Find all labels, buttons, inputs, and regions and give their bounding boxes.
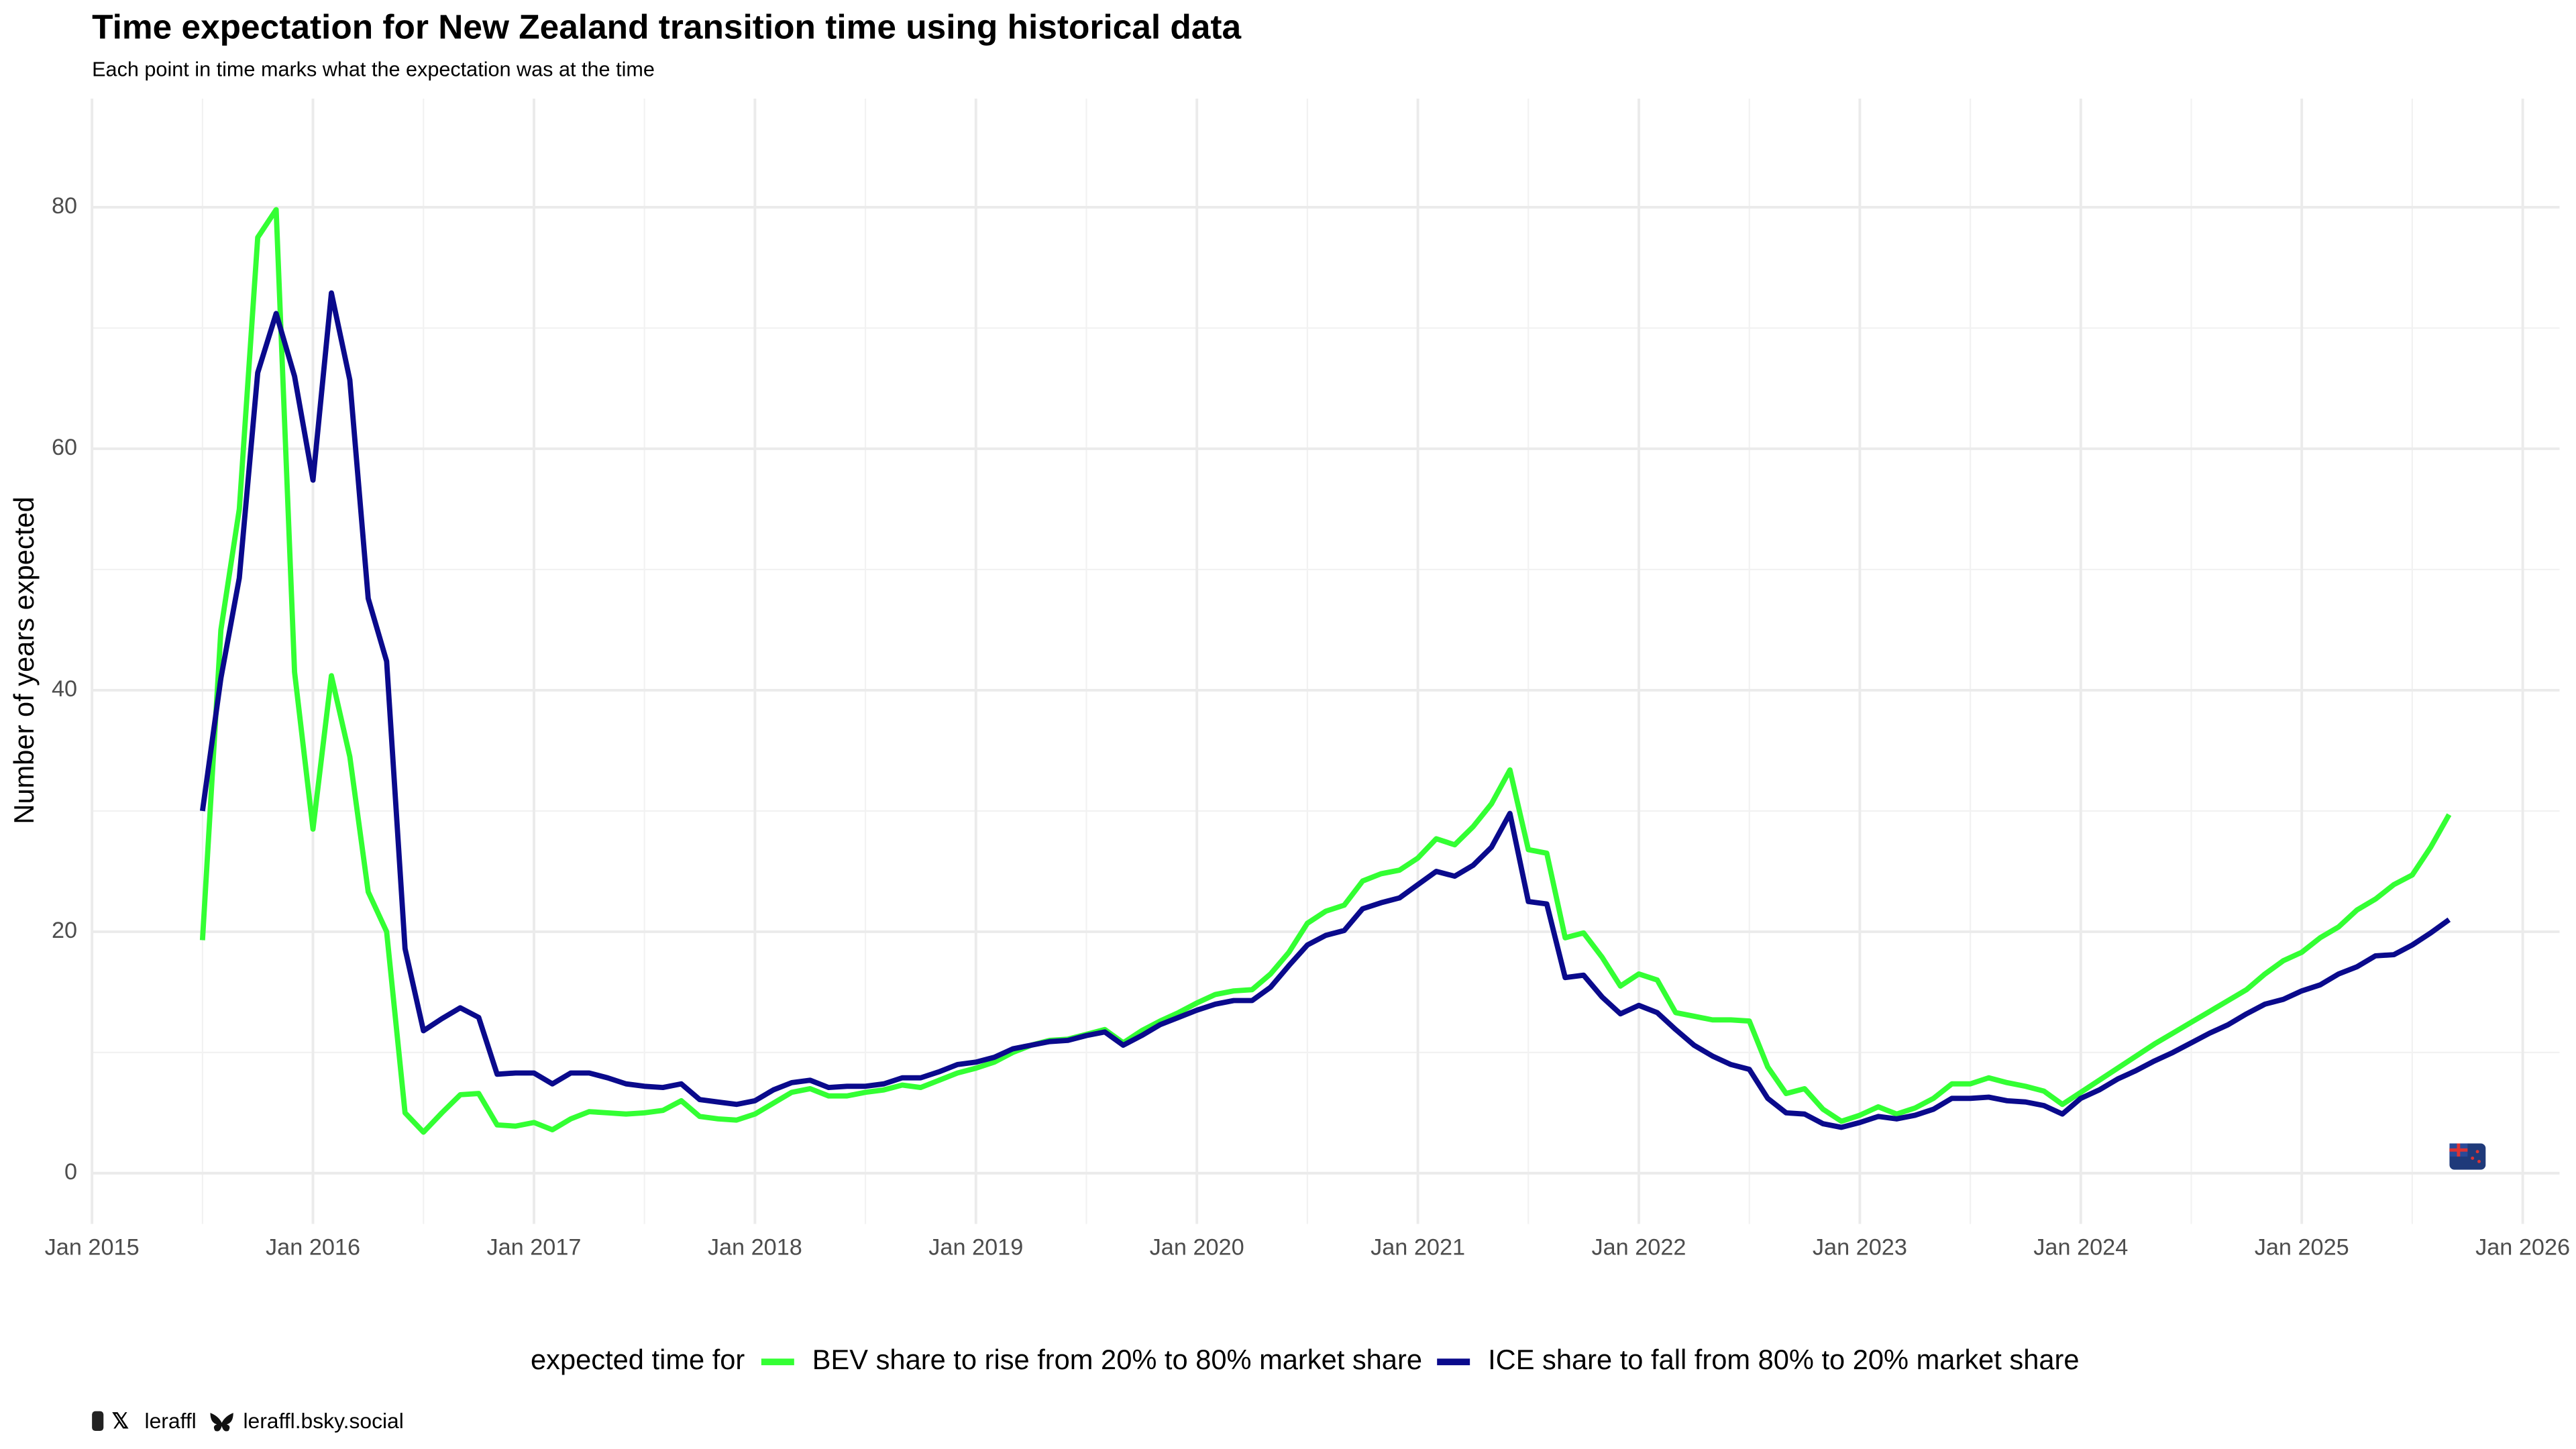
- y-tick-label: 80: [52, 193, 77, 219]
- legend-label: BEV share to rise from 20% to 80% market…: [812, 1344, 1422, 1375]
- footer-icons: 𝕏: [92, 1409, 233, 1433]
- x-tick-label: Jan 2017: [486, 1234, 581, 1260]
- x-tick-label: Jan 2015: [45, 1234, 140, 1260]
- y-tick-label: 0: [64, 1159, 77, 1185]
- x-tick-label: Jan 2022: [1591, 1234, 1686, 1260]
- y-axis-label: Number of years expected: [8, 496, 40, 824]
- y-tick-label: 20: [52, 918, 77, 943]
- y-tick-label: 60: [52, 435, 77, 460]
- x-tick-label: Jan 2019: [928, 1234, 1023, 1260]
- legend-label: ICE share to fall from 80% to 20% market…: [1488, 1344, 2079, 1375]
- x-tick-label: Jan 2026: [2475, 1234, 2570, 1260]
- footer-bsky: leraffl.bsky.social: [243, 1409, 403, 1433]
- legend-title: expected time for: [531, 1344, 745, 1375]
- legend: BEV share to rise from 20% to 80% market…: [761, 1344, 2080, 1375]
- x-tick-label: Jan 2025: [2255, 1234, 2349, 1260]
- grid: 0 20 40 60 80 Jan 2015 Jan 2016 Jan 2017 Jan 201…: [45, 98, 2570, 1260]
- footer-handle: leraffl: [145, 1409, 197, 1433]
- x-logo: 𝕏: [112, 1409, 129, 1433]
- chart-title: Time expectation for New Zealand transit…: [92, 7, 1241, 46]
- plot-lines: [199, 207, 2452, 1135]
- x-tick-label: Jan 2021: [1371, 1234, 1465, 1260]
- x-tick-label: Jan 2023: [1813, 1234, 1907, 1260]
- chart-subtitle: Each point in time marks what the expect…: [92, 58, 655, 80]
- x-tick-label: Jan 2020: [1150, 1234, 1244, 1260]
- flag-icon: [2449, 1143, 2486, 1170]
- data-line: [199, 207, 2452, 1135]
- data-line: [199, 290, 2451, 1130]
- x-tick-label: Jan 2018: [708, 1234, 802, 1260]
- x-tick-label: Jan 2016: [266, 1234, 360, 1260]
- y-tick-label: 40: [52, 676, 77, 702]
- x-tick-label: Jan 2024: [2033, 1234, 2128, 1260]
